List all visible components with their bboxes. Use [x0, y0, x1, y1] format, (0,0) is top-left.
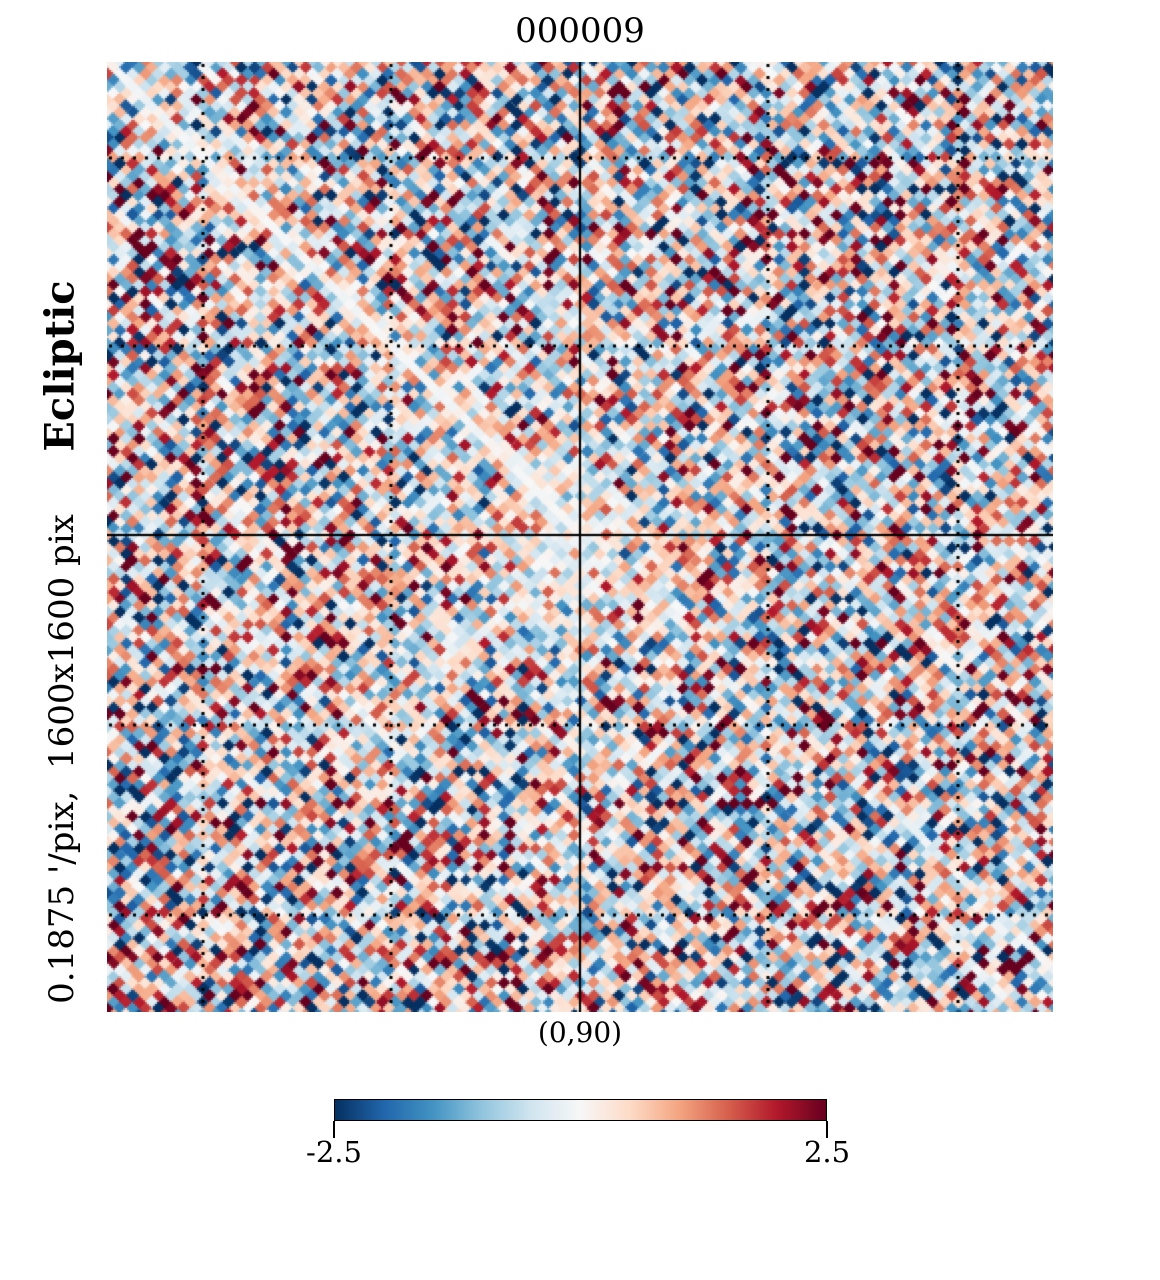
colorbar-right-tick [826, 1121, 828, 1138]
sky-map-canvas [107, 62, 1053, 1012]
colorbar-max-label: 2.5 [803, 1135, 851, 1169]
colorbar-left-tick [333, 1121, 335, 1138]
xlabel-projection-center: (0,90) [537, 1016, 623, 1049]
colorbar [334, 1099, 827, 1121]
colorbar-min-label: -2.5 [306, 1135, 362, 1169]
figure-title: 000009 [515, 11, 645, 51]
ylabel-resolution: 0.1875 '/pix, 1600x1600 pix [42, 514, 82, 1004]
ylabel-coordinate-frame: Ecliptic [36, 280, 84, 452]
